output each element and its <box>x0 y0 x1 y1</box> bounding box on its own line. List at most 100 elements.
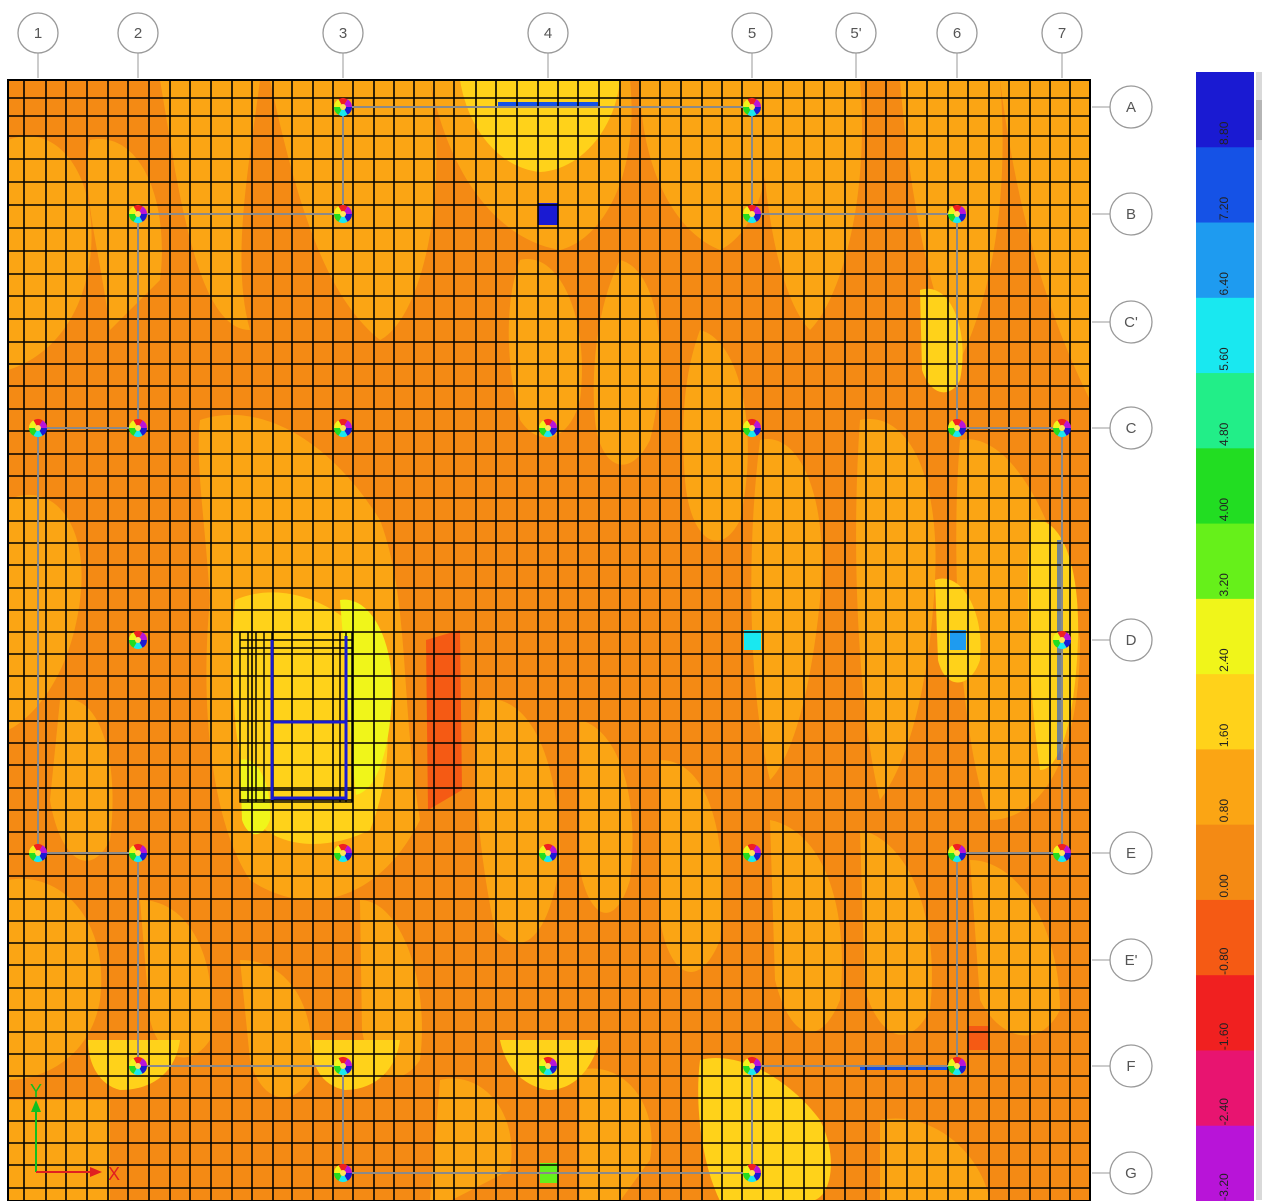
blue-beam-strip <box>1057 540 1063 760</box>
column-bubble[interactable]: 6 <box>936 12 978 78</box>
row-bubbles: A B C' C D E E' <box>1092 85 1153 1195</box>
column-bubble[interactable]: 2 <box>117 12 159 78</box>
column-bubble[interactable]: 3 <box>322 12 364 78</box>
node-sector <box>543 428 553 438</box>
row-bubble[interactable]: B <box>1092 192 1153 236</box>
node-sector <box>133 1057 143 1066</box>
node-center <box>749 850 755 856</box>
node-sector <box>543 853 553 863</box>
column-bubble[interactable]: 7 <box>1041 12 1083 78</box>
column-bubble[interactable]: 5' <box>835 12 877 78</box>
node-sector <box>1057 843 1067 853</box>
row-bubble[interactable]: F <box>1092 1044 1153 1088</box>
legend-swatch <box>1196 674 1254 750</box>
column-node <box>539 1057 557 1075</box>
legend-label: 3.20 <box>1217 573 1231 597</box>
column-node <box>948 204 966 224</box>
column-bubble[interactable]: 5 <box>731 12 773 78</box>
node-sector <box>747 853 757 863</box>
node-sector <box>747 1066 757 1075</box>
row-bubble[interactable]: C <box>1092 406 1153 450</box>
column-node <box>539 419 557 438</box>
node-sector <box>338 843 348 853</box>
node-sector <box>747 107 757 116</box>
scrollbar-thumb[interactable] <box>1256 100 1262 140</box>
legend-label: -0.80 <box>1217 947 1231 975</box>
x-axis-label: X <box>108 1164 120 1184</box>
node-center <box>749 425 755 431</box>
column-node <box>948 1057 966 1075</box>
column-node <box>743 1163 761 1182</box>
scrollbar[interactable] <box>1256 72 1262 1200</box>
column-bubbles: 1 2 3 4 5 5' 6 <box>17 12 1083 78</box>
node-center <box>1059 850 1065 856</box>
legend-label: -1.60 <box>1217 1022 1231 1050</box>
row-bubble-label: G <box>1125 1165 1137 1182</box>
node-center <box>135 211 141 217</box>
legend-label: 5.60 <box>1217 347 1231 371</box>
column-bubble[interactable]: 4 <box>527 12 569 78</box>
node-center <box>35 425 41 431</box>
column-node <box>1053 419 1071 438</box>
row-bubble[interactable]: C' <box>1092 300 1153 344</box>
column-bubble-label: 2 <box>134 25 142 42</box>
column-node <box>743 843 761 863</box>
row-bubble[interactable]: A <box>1092 85 1153 129</box>
node-sector <box>33 419 43 428</box>
row-bubble[interactable]: E <box>1092 831 1153 875</box>
node-center <box>1059 637 1065 643</box>
node-sector <box>543 1066 553 1075</box>
blue-spot <box>950 630 966 650</box>
node-sector <box>338 1066 348 1075</box>
legend-swatch <box>1196 448 1254 525</box>
legend-label: -2.40 <box>1217 1098 1231 1126</box>
y-axis-label: Y <box>30 1081 42 1101</box>
legend-swatch <box>1196 297 1254 374</box>
node-center <box>749 211 755 217</box>
node-sector <box>747 1057 757 1066</box>
legend-swatch <box>1196 72 1254 148</box>
column-nodes <box>29 98 1071 1182</box>
column-bubble-label: 5 <box>748 25 756 42</box>
node-center <box>954 425 960 431</box>
node-sector <box>1057 419 1067 428</box>
node-center <box>35 850 41 856</box>
node-sector <box>952 419 962 428</box>
node-center <box>340 850 346 856</box>
row-bubble-label: D <box>1126 632 1137 649</box>
legend-swatch <box>1196 222 1254 299</box>
legend-swatch <box>1196 1125 1254 1201</box>
legend-swatch <box>1196 749 1254 826</box>
row-bubble[interactable]: D <box>1092 618 1153 662</box>
row-bubble[interactable]: G <box>1092 1151 1153 1195</box>
node-sector <box>338 214 348 224</box>
node-center <box>135 637 141 643</box>
node-sector <box>133 1066 143 1075</box>
node-sector <box>1057 853 1067 863</box>
node-sector <box>33 843 43 853</box>
column-node <box>334 1163 352 1182</box>
node-center <box>340 1170 346 1176</box>
node-sector <box>952 853 962 863</box>
row-bubble-label: F <box>1126 1058 1135 1075</box>
column-node <box>948 843 966 863</box>
row-bubble[interactable]: E' <box>1092 938 1153 982</box>
core-blue-walls <box>270 636 348 800</box>
node-center <box>954 1063 960 1069</box>
row-bubble-label: E <box>1126 845 1136 862</box>
node-sector <box>952 1066 962 1075</box>
row-bubble-label: C <box>1126 420 1137 437</box>
column-bubble-label: 1 <box>34 25 42 42</box>
node-center <box>749 1063 755 1069</box>
row-bubble-label: C' <box>1124 314 1138 331</box>
contour-legend: 8.80 7.20 6.40 5.60 4.80 4.00 3.20 2.40 1.60 0.80… <box>1196 72 1254 1201</box>
node-sector <box>338 1057 348 1066</box>
column-node <box>129 631 147 650</box>
legend-label: 1.60 <box>1217 723 1231 747</box>
node-sector <box>133 428 143 438</box>
legend-swatch <box>1196 824 1254 901</box>
column-bubble-label: 6 <box>953 25 961 42</box>
row-bubble-label: B <box>1126 206 1136 223</box>
column-bubble[interactable]: 1 <box>17 12 59 78</box>
node-sector <box>1057 640 1067 650</box>
